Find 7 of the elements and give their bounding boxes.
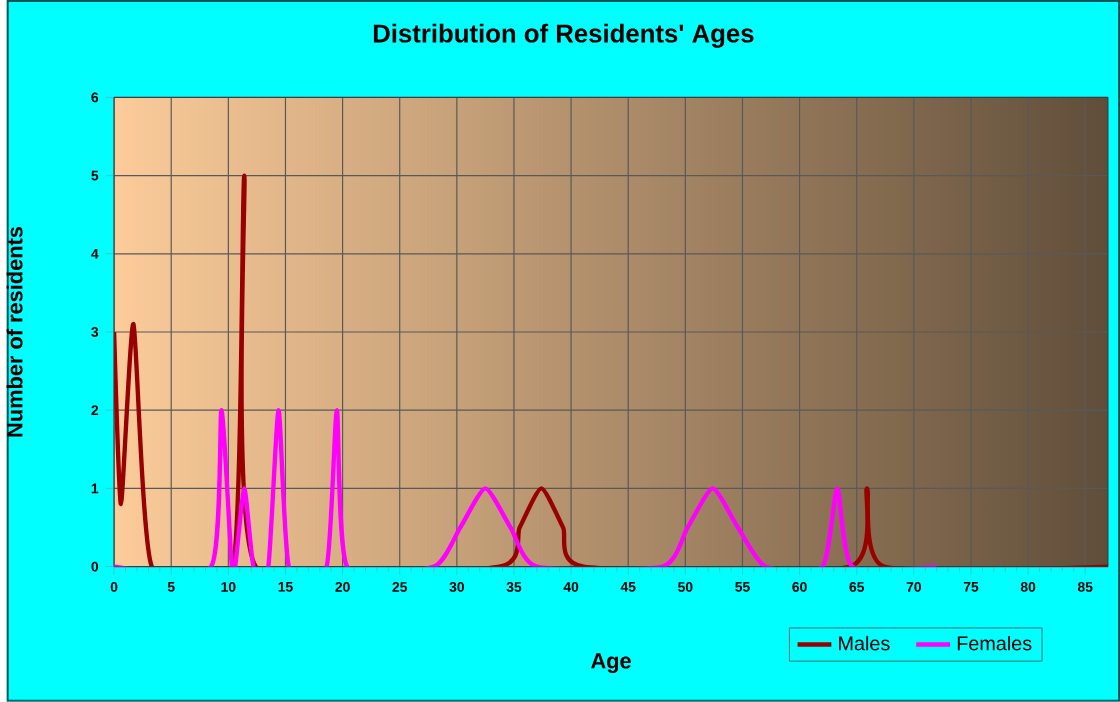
line-series — [114, 173, 1109, 567]
legend-label: Males — [839, 636, 890, 651]
chart-title: Distribution of Residents' Ages — [373, 23, 754, 48]
legend-label: Females — [957, 636, 1032, 651]
y-axis-title: Number of residents — [6, 227, 23, 437]
x-axis-title: Age — [591, 653, 631, 674]
line-series — [114, 408, 939, 567]
